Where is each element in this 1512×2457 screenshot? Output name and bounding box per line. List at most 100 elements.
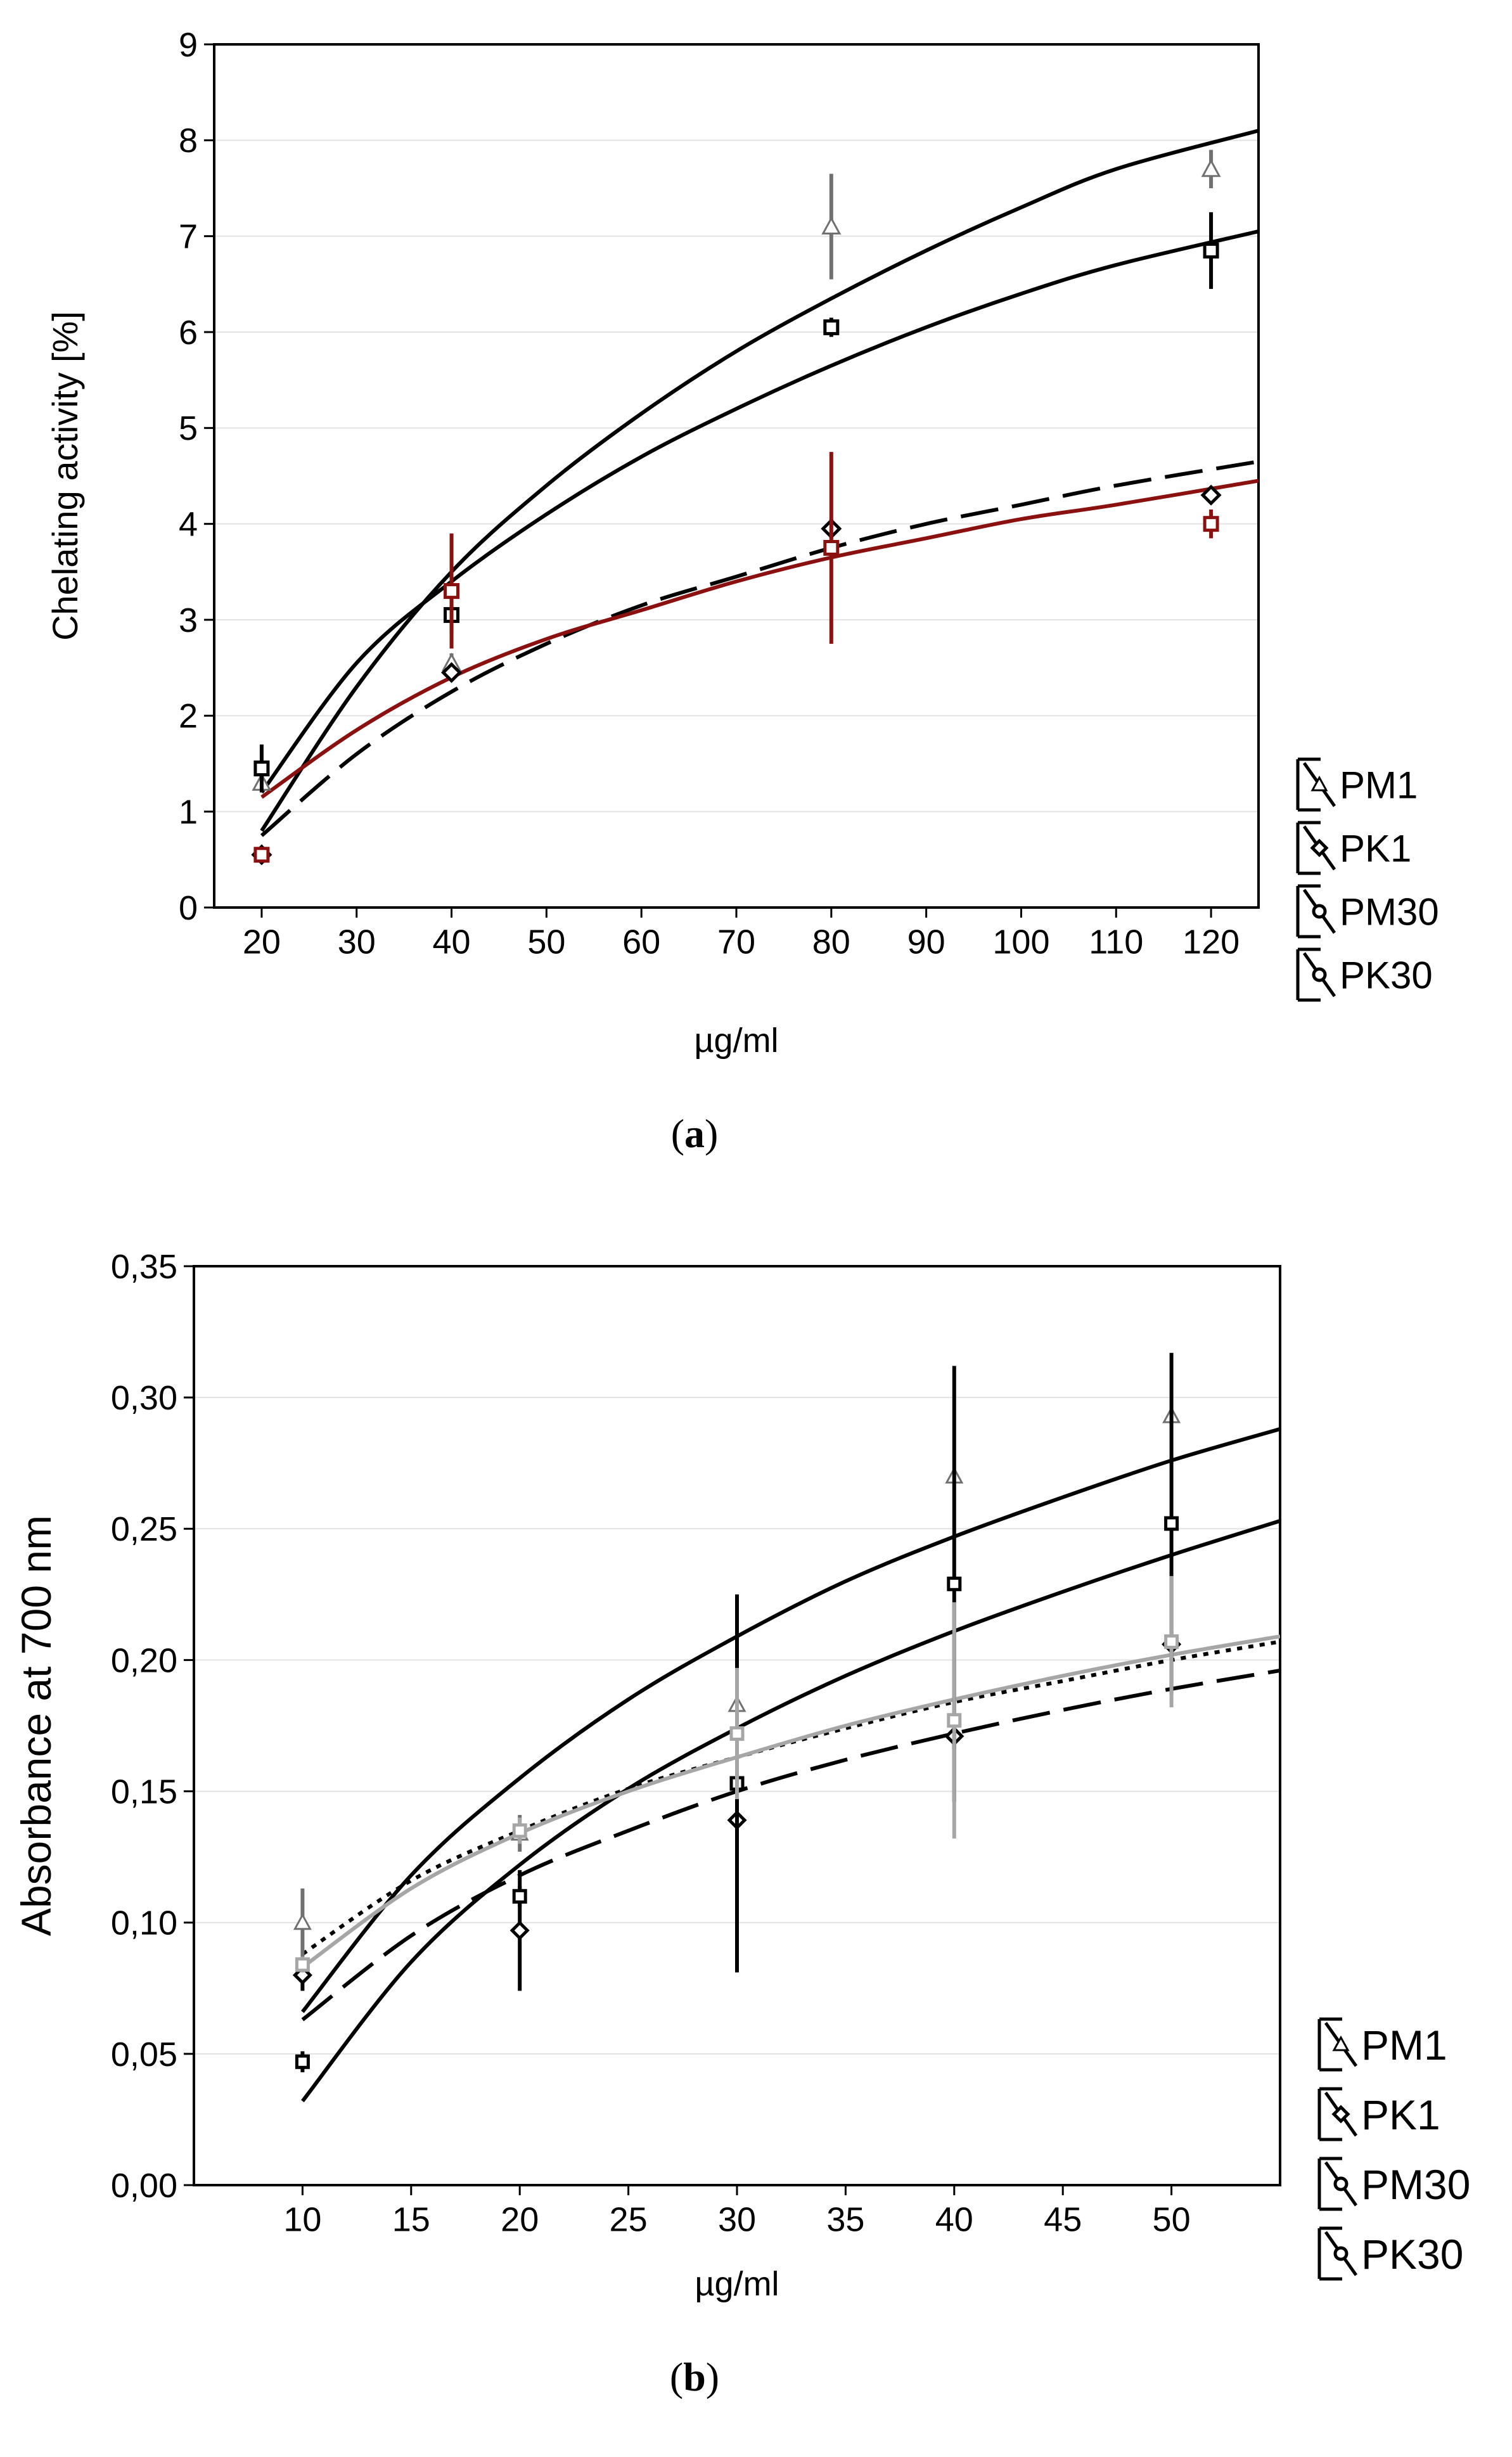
data-point-pk30 — [295, 1957, 310, 1972]
fit-curve-pk30-solid — [260, 478, 1259, 799]
legend-marker — [1333, 2246, 1349, 2261]
x-tick-label: 10 — [283, 2201, 321, 2239]
x-tick-label: 15 — [392, 2201, 430, 2239]
panel-caption: (b) — [670, 2354, 719, 2399]
x-tick-label: 40 — [433, 923, 471, 961]
legend-marker — [1332, 2035, 1350, 2051]
x-tick-label: 30 — [338, 923, 376, 961]
legend-item-pk30: PK30 — [1296, 947, 1433, 1002]
legend-item-pm1: PM1 — [1317, 2017, 1447, 2072]
legend-marker — [1310, 838, 1329, 857]
chart-panel-a: 0 1 2 3 4 5 6 7 8 9 20 30 40 50 60 70 80 90 100 110 120 µg/ml… — [45, 26, 1439, 1156]
fit-curve-pk30-solid — [301, 1634, 1280, 1969]
x-tick-label: 30 — [718, 2201, 756, 2239]
legend-marker — [1333, 2176, 1349, 2191]
legend-item-pm30: PM30 — [1317, 2157, 1470, 2211]
y-tick-label: 0 — [179, 889, 198, 927]
data-point-pm30 — [823, 319, 840, 335]
y-tick-label: 7 — [179, 218, 198, 256]
y-tick-label: 8 — [179, 122, 198, 160]
y-tick-label: 0,00 — [111, 2167, 177, 2205]
x-tick-label: 110 — [1089, 923, 1143, 961]
y-tick-label: 0,35 — [111, 1248, 177, 1286]
y-tick-label: 0,30 — [111, 1379, 177, 1417]
legend-marker — [1310, 775, 1328, 792]
data-point-pm30 — [1203, 242, 1219, 259]
x-tick-label: 100 — [992, 923, 1049, 961]
legend-item-pk30: PK30 — [1317, 2226, 1463, 2281]
fit-curve-pk1-dashed — [301, 1669, 1280, 2022]
legend-label: PK1 — [1361, 2091, 1440, 2138]
y-tick-label: 6 — [179, 314, 198, 352]
legend-label: PM30 — [1340, 891, 1439, 933]
x-tick-label: 90 — [907, 923, 945, 961]
fit-curve-pm30-solid — [260, 229, 1259, 794]
chart-panel-b: 0,00 0,05 0,10 0,15 0,20 0,25 0,30 0,35 10 15 20 25… — [13, 1248, 1470, 2399]
plot-frame — [213, 43, 1260, 909]
legend-label: PM1 — [1361, 2022, 1447, 2069]
y-tick-label: 9 — [179, 26, 198, 64]
data-point-pk30 — [253, 847, 270, 863]
y-tick-label: 0,05 — [111, 2036, 177, 2074]
data-point-pm1 — [293, 1913, 312, 1930]
y-tick-label: 0,25 — [111, 1510, 177, 1548]
x-tick-label: 25 — [610, 2201, 648, 2239]
data-point-pk30 — [947, 1713, 962, 1728]
x-axis-label: µg/ml — [695, 2265, 779, 2303]
data-point-pk30 — [1203, 516, 1219, 532]
caption-letter: a — [684, 1111, 705, 1156]
legend-label: PK1 — [1340, 828, 1411, 870]
y-axis-label: Absorbance at 700 nm — [13, 1515, 60, 1936]
y-tick-label: 0,15 — [111, 1773, 177, 1811]
data-point-pm30 — [512, 1889, 527, 1904]
data-point-pm1 — [821, 216, 842, 235]
x-tick-label: 40 — [935, 2201, 973, 2239]
y-tick-label: 0,20 — [111, 1641, 177, 1679]
x-tick-label: 70 — [717, 923, 755, 961]
x-tick-label: 50 — [527, 923, 565, 961]
fit-curve-pk1-dashed — [260, 459, 1259, 837]
caption-paren-open: ( — [671, 1111, 684, 1156]
x-tick-label: 45 — [1044, 2201, 1082, 2239]
data-point-pm30 — [1164, 1516, 1179, 1531]
legend-label: PK30 — [1361, 2231, 1463, 2278]
data-point-pk1 — [1200, 484, 1222, 506]
y-tick-label: 2 — [179, 697, 198, 735]
legend-item-pm1: PM1 — [1296, 757, 1418, 812]
legend-label: PK30 — [1340, 954, 1433, 997]
legend-marker — [1312, 904, 1327, 919]
data-point-pk30 — [729, 1726, 745, 1741]
y-tick-label: 1 — [179, 793, 198, 831]
data-point-pm30 — [295, 2054, 310, 2069]
data-point-pk30 — [512, 1823, 527, 1838]
fit-curve-pm1-solid — [301, 1427, 1280, 2013]
x-tick-label: 20 — [501, 2201, 539, 2239]
caption-paren-close: ) — [705, 1111, 718, 1156]
fit-curve-pm1-solid — [260, 129, 1259, 832]
data-point-pm30 — [253, 760, 270, 777]
x-tick-label: 20 — [243, 923, 281, 961]
data-point-pk30 — [1164, 1634, 1179, 1649]
data-point-pk1 — [509, 1920, 530, 1941]
caption-paren-close: ) — [706, 2354, 719, 2399]
caption-letter: b — [683, 2354, 706, 2399]
legend-item-pm30: PM30 — [1296, 884, 1439, 939]
y-tick-label: 4 — [179, 506, 198, 544]
caption-paren-open: ( — [670, 2354, 683, 2399]
x-axis-label: µg/ml — [694, 1022, 778, 1060]
legend-marker — [1312, 967, 1327, 982]
x-tick-label: 50 — [1153, 2201, 1191, 2239]
data-point-pk30 — [444, 583, 460, 600]
y-tick-label: 0,10 — [111, 1904, 177, 1942]
x-tick-label: 60 — [622, 923, 660, 961]
legend-item-pk1: PK1 — [1317, 2087, 1440, 2141]
x-tick-label: 120 — [1182, 923, 1240, 961]
x-tick-label: 80 — [812, 923, 850, 961]
data-point-pk1 — [441, 662, 463, 683]
data-point-pm1 — [1201, 158, 1221, 177]
fit-curve-pm30-solid — [301, 1518, 1280, 2103]
legend-item-pk1: PK1 — [1296, 821, 1411, 875]
data-point-pm30 — [947, 1576, 962, 1591]
data-point-pk30 — [823, 540, 840, 556]
